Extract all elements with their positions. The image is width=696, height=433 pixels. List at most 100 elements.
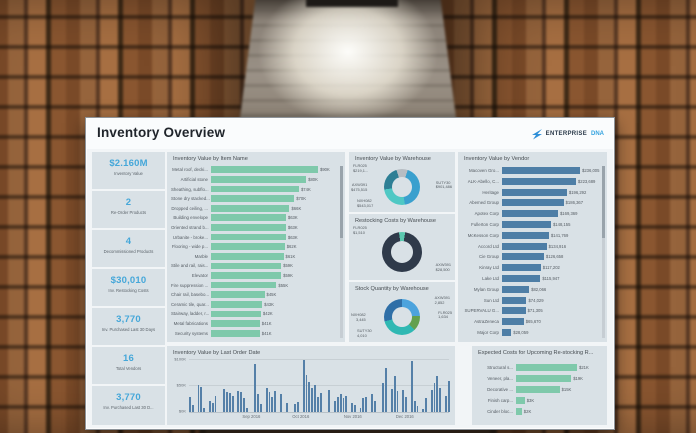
column-bar[interactable] (342, 398, 345, 412)
column-bar[interactable] (211, 402, 214, 412)
bar[interactable] (502, 307, 526, 315)
column-bar[interactable] (245, 407, 248, 412)
kpi-card-purchased-30-days[interactable]: 3,770 Inv. Purchased Last 30 Days (92, 308, 165, 345)
bar[interactable] (211, 176, 307, 183)
bar[interactable] (502, 296, 527, 304)
kpi-card-decommissioned[interactable]: 4 Decommissioned Products (92, 230, 165, 267)
bar[interactable] (502, 231, 549, 239)
column-bar[interactable] (416, 405, 419, 412)
column-bar[interactable] (371, 394, 373, 412)
column-bar[interactable] (328, 390, 331, 412)
column-bar[interactable] (319, 393, 322, 412)
column-bar[interactable] (334, 400, 336, 412)
bar[interactable] (502, 329, 512, 337)
column-bar[interactable] (243, 398, 245, 412)
bar[interactable] (516, 386, 560, 393)
column-bar[interactable] (422, 408, 425, 412)
column-bar[interactable] (362, 398, 365, 412)
scrollbar-thumb[interactable] (340, 166, 343, 239)
bar[interactable] (502, 242, 547, 250)
kpi-card-purchased-30-d2[interactable]: 3,770 Inv. Purchased Last 30 D... (92, 386, 165, 425)
bar[interactable] (502, 253, 544, 261)
column-bar[interactable] (280, 394, 282, 412)
column-bar[interactable] (274, 391, 277, 412)
column-bar[interactable] (254, 364, 257, 412)
bar[interactable] (211, 320, 260, 327)
column-bar[interactable] (297, 401, 299, 412)
column-bar[interactable] (305, 374, 308, 412)
column-bar[interactable] (365, 397, 368, 412)
column-bar[interactable] (447, 380, 450, 412)
bar[interactable] (211, 329, 260, 337)
bar[interactable] (211, 214, 286, 222)
column-bar[interactable] (410, 361, 413, 412)
column-bar[interactable] (240, 392, 243, 412)
column-bar[interactable] (302, 360, 305, 412)
bar[interactable] (211, 262, 282, 270)
bar[interactable] (211, 300, 263, 308)
column-bar[interactable] (294, 403, 297, 412)
column-bar[interactable] (345, 396, 348, 412)
bar[interactable] (502, 318, 524, 326)
bar[interactable] (502, 220, 551, 228)
column-bar[interactable] (393, 375, 396, 412)
bar[interactable] (502, 166, 580, 174)
bar[interactable] (211, 185, 299, 193)
column-bar[interactable] (237, 391, 240, 412)
column-bar[interactable] (271, 397, 274, 412)
bar[interactable] (211, 272, 282, 279)
column-bar[interactable] (444, 396, 447, 412)
bar[interactable] (211, 243, 285, 251)
column-bar[interactable] (208, 400, 211, 412)
column-bar[interactable] (228, 393, 231, 412)
column-bar[interactable] (311, 388, 314, 412)
bar[interactable] (516, 364, 577, 371)
bar[interactable] (211, 224, 286, 231)
bar[interactable] (211, 281, 277, 289)
column-bar[interactable] (353, 404, 356, 412)
bar[interactable] (211, 291, 265, 299)
bar[interactable] (516, 397, 525, 404)
column-bar[interactable] (314, 384, 316, 412)
bar[interactable] (211, 204, 290, 212)
bar[interactable] (502, 188, 567, 196)
column-bar[interactable] (339, 394, 342, 412)
column-bar[interactable] (402, 390, 405, 412)
column-bar[interactable] (203, 407, 206, 412)
column-bar[interactable] (382, 382, 385, 412)
column-bar[interactable] (223, 389, 225, 412)
column-bar[interactable] (405, 397, 407, 412)
column-bar[interactable] (390, 389, 393, 412)
column-bar[interactable] (225, 392, 228, 412)
column-bar[interactable] (265, 388, 268, 412)
bar[interactable] (502, 264, 541, 272)
bar[interactable] (211, 195, 295, 202)
bar[interactable] (211, 233, 286, 241)
bar[interactable] (516, 408, 522, 415)
column-bar[interactable] (430, 390, 433, 412)
column-bar[interactable] (336, 397, 339, 412)
bar[interactable] (502, 275, 541, 283)
bar[interactable] (211, 166, 318, 174)
column-bar[interactable] (396, 391, 399, 412)
kpi-card-inventory-value[interactable]: $2.160M Inventory Value (92, 152, 165, 189)
column-bar[interactable] (200, 387, 203, 412)
column-bar[interactable] (260, 403, 262, 412)
bar[interactable] (502, 210, 558, 218)
bar[interactable] (211, 310, 261, 318)
column-bar[interactable] (189, 397, 191, 412)
column-bar[interactable] (433, 382, 436, 412)
column-bar[interactable] (285, 402, 288, 412)
bar[interactable] (211, 252, 284, 260)
column-bar[interactable] (308, 381, 311, 412)
kpi-card-total-vendors[interactable]: 16 Total Vendors (92, 347, 165, 384)
bar[interactable] (502, 199, 564, 207)
column-bar[interactable] (214, 396, 217, 412)
scrollbar[interactable] (340, 166, 343, 338)
column-bar[interactable] (231, 396, 234, 412)
column-bar[interactable] (436, 375, 439, 412)
column-bar[interactable] (359, 407, 362, 412)
column-bar[interactable] (316, 397, 319, 412)
kpi-card-restocking-costs[interactable]: $30,010 Inv. Restocking Costs (92, 269, 165, 306)
column-bar[interactable] (257, 394, 260, 412)
